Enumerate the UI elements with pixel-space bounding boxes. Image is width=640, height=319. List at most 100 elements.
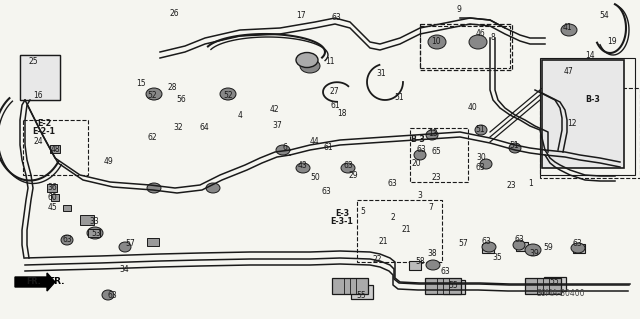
Text: 11: 11 xyxy=(325,57,335,66)
Text: 30: 30 xyxy=(476,152,486,161)
Text: 7: 7 xyxy=(429,204,433,212)
Text: 15: 15 xyxy=(136,79,146,88)
Text: 63: 63 xyxy=(514,235,524,244)
Text: 52: 52 xyxy=(147,91,157,100)
Text: S6MA-B0400: S6MA-B0400 xyxy=(537,288,585,298)
Text: 8: 8 xyxy=(491,33,495,42)
Ellipse shape xyxy=(341,163,355,173)
Text: 63: 63 xyxy=(343,160,353,169)
Text: 21: 21 xyxy=(401,225,411,234)
Ellipse shape xyxy=(276,145,290,155)
Bar xyxy=(420,26,510,68)
Text: 63: 63 xyxy=(331,13,341,23)
Text: 61: 61 xyxy=(330,101,340,110)
Ellipse shape xyxy=(482,242,496,252)
Text: 18: 18 xyxy=(337,108,347,117)
Ellipse shape xyxy=(146,88,162,100)
Text: 10: 10 xyxy=(431,38,441,47)
Text: 33: 33 xyxy=(89,218,99,226)
Text: 63: 63 xyxy=(440,268,450,277)
Text: 31: 31 xyxy=(376,70,386,78)
Text: 16: 16 xyxy=(33,92,43,100)
Bar xyxy=(542,60,624,168)
Text: FR.: FR. xyxy=(48,278,65,286)
Text: 17: 17 xyxy=(296,11,306,20)
Text: 23: 23 xyxy=(506,182,516,190)
Text: 14: 14 xyxy=(585,50,595,60)
Text: 6: 6 xyxy=(283,144,287,152)
Text: 29: 29 xyxy=(348,170,358,180)
Ellipse shape xyxy=(525,244,541,256)
Text: 63: 63 xyxy=(62,235,72,244)
Text: 40: 40 xyxy=(468,102,478,112)
Text: 34: 34 xyxy=(119,265,129,275)
Text: B-3: B-3 xyxy=(586,94,600,103)
Ellipse shape xyxy=(469,35,487,49)
Bar xyxy=(80,215,94,225)
Ellipse shape xyxy=(428,35,446,49)
Text: 25: 25 xyxy=(28,57,38,66)
Text: 39: 39 xyxy=(529,249,539,257)
Text: 9: 9 xyxy=(456,5,461,14)
Text: 51: 51 xyxy=(394,93,404,101)
Text: 35: 35 xyxy=(492,253,502,262)
Bar xyxy=(573,243,585,253)
Ellipse shape xyxy=(147,91,161,100)
Text: 57: 57 xyxy=(458,239,468,248)
Bar xyxy=(410,128,468,182)
Text: 21: 21 xyxy=(378,236,388,246)
Ellipse shape xyxy=(221,91,235,100)
Bar xyxy=(443,280,465,294)
Ellipse shape xyxy=(296,163,310,173)
Ellipse shape xyxy=(480,159,492,169)
Text: 48: 48 xyxy=(50,145,60,153)
Text: 63: 63 xyxy=(572,240,582,249)
Ellipse shape xyxy=(426,130,438,140)
Ellipse shape xyxy=(147,183,161,193)
Text: 60: 60 xyxy=(47,192,57,202)
Ellipse shape xyxy=(61,235,73,245)
Text: 32: 32 xyxy=(173,122,183,131)
Text: 45: 45 xyxy=(47,204,57,212)
Bar xyxy=(88,229,100,237)
Bar xyxy=(63,205,71,211)
Bar xyxy=(425,278,461,294)
Bar xyxy=(357,200,442,262)
Text: 26: 26 xyxy=(169,10,179,19)
Text: B-3: B-3 xyxy=(411,136,426,145)
Bar xyxy=(20,55,60,100)
Text: 44: 44 xyxy=(309,137,319,146)
Polygon shape xyxy=(15,273,55,291)
Text: 63: 63 xyxy=(387,179,397,188)
Bar xyxy=(525,278,561,294)
Text: 58: 58 xyxy=(415,257,425,266)
Bar xyxy=(482,243,494,253)
Text: 49: 49 xyxy=(104,158,114,167)
Text: 28: 28 xyxy=(167,84,177,93)
Bar xyxy=(544,277,566,291)
Text: 52: 52 xyxy=(223,91,233,100)
Text: 27: 27 xyxy=(329,87,339,97)
Text: 36: 36 xyxy=(47,183,57,192)
Bar xyxy=(540,88,640,178)
Ellipse shape xyxy=(119,242,131,252)
Ellipse shape xyxy=(87,227,103,239)
Text: 59: 59 xyxy=(543,242,553,251)
Text: E-2: E-2 xyxy=(37,120,51,129)
Bar xyxy=(47,184,57,192)
Bar xyxy=(147,238,159,246)
Ellipse shape xyxy=(296,53,318,68)
Text: 62: 62 xyxy=(147,133,157,143)
Text: 22: 22 xyxy=(372,256,381,264)
Text: 65: 65 xyxy=(431,146,441,155)
Text: 55: 55 xyxy=(356,291,366,300)
Text: 46: 46 xyxy=(476,28,486,38)
Text: 42: 42 xyxy=(269,106,279,115)
Text: 63: 63 xyxy=(107,291,117,300)
Text: E-3-1: E-3-1 xyxy=(331,217,353,226)
Text: 47: 47 xyxy=(564,68,574,77)
Bar xyxy=(23,120,88,175)
Text: FR.: FR. xyxy=(27,278,42,286)
Ellipse shape xyxy=(102,290,114,300)
Text: 63: 63 xyxy=(475,164,485,173)
